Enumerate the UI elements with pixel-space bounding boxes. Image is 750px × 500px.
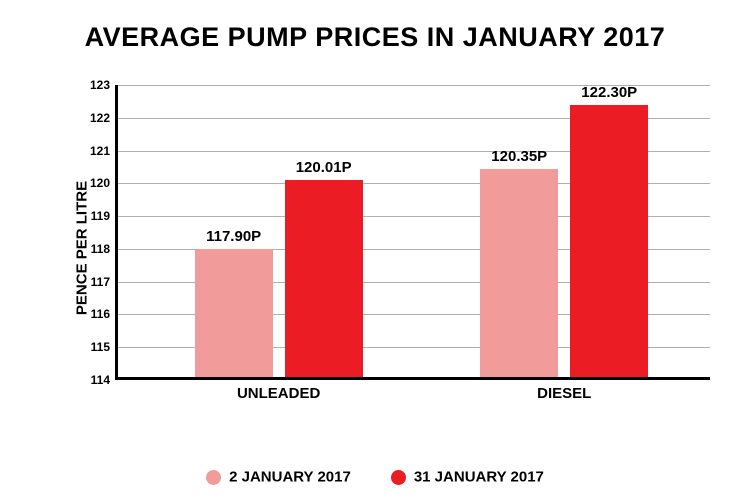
legend-swatch (391, 470, 406, 485)
bar-value-label: 120.35P (491, 148, 547, 169)
chart-area: PENCE PER LITRE 114115116117118119120121… (70, 85, 725, 410)
bar: 117.90P (195, 249, 273, 377)
chart-title: AVERAGE PUMP PRICES IN JANUARY 2017 (0, 0, 750, 63)
bar: 120.35P (480, 169, 558, 377)
y-tick-label: 121 (90, 144, 118, 158)
legend: 2 JANUARY 2017 31 JANUARY 2017 (0, 468, 750, 486)
x-category-label: DIESEL (537, 377, 591, 402)
bar-value-label: 122.30P (581, 84, 637, 105)
y-tick-label: 116 (91, 307, 118, 321)
legend-swatch (206, 470, 221, 485)
legend-label: 31 JANUARY 2017 (414, 469, 544, 486)
bar-value-label: 120.01P (296, 159, 352, 180)
y-tick-label: 123 (90, 78, 118, 92)
plot-area: 114115116117118119120121122123117.90P120… (115, 85, 710, 380)
y-tick-label: 118 (91, 242, 118, 256)
legend-item: 31 JANUARY 2017 (391, 468, 544, 486)
y-tick-label: 115 (91, 340, 118, 354)
y-tick-label: 120 (90, 176, 118, 190)
legend-item: 2 JANUARY 2017 (206, 468, 351, 486)
y-tick-label: 114 (91, 373, 118, 387)
y-tick-label: 119 (91, 209, 118, 223)
bar: 122.30P (570, 105, 648, 377)
x-category-label: UNLEADED (237, 377, 320, 402)
y-axis-label: PENCE PER LITRE (74, 180, 91, 314)
y-tick-label: 122 (90, 111, 118, 125)
bar-value-label: 117.90P (206, 228, 261, 249)
y-tick-label: 117 (91, 275, 118, 289)
bar: 120.01P (285, 180, 363, 377)
legend-label: 2 JANUARY 2017 (229, 469, 351, 486)
